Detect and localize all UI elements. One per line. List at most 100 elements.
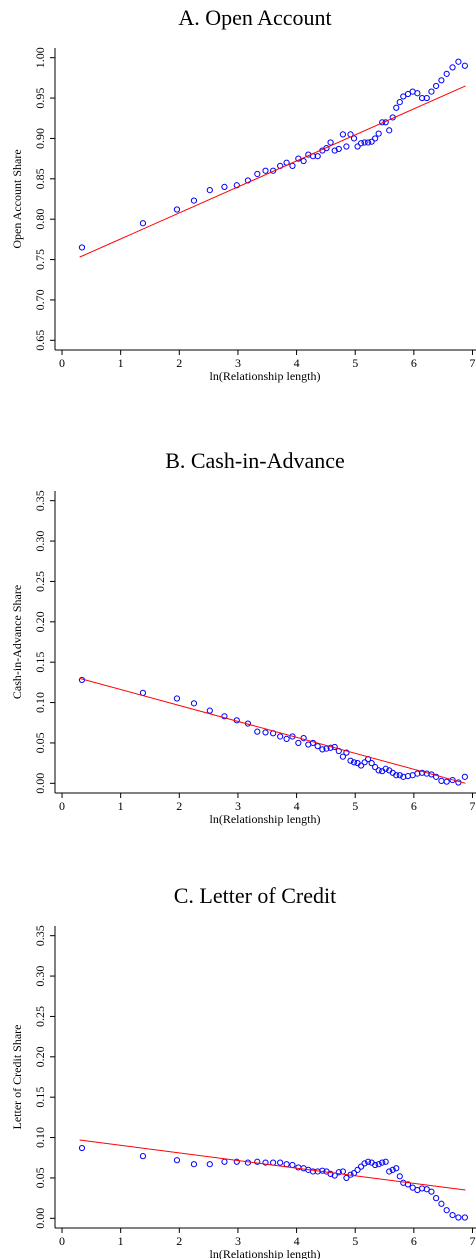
y-axis-label: Open Account Share [10, 149, 24, 248]
x-tick-label: 1 [118, 799, 124, 813]
data-point [190, 1161, 198, 1168]
data-point [354, 1166, 361, 1173]
data-point [335, 1169, 342, 1176]
data-point [461, 62, 468, 69]
y-tick-label: 0.35 [33, 925, 47, 946]
data-point [461, 1214, 468, 1221]
x-tick-label: 0 [59, 356, 65, 370]
data-point [233, 1158, 240, 1165]
data-point [396, 1173, 403, 1180]
chart-title: C. Letter of Credit [174, 883, 337, 908]
y-tick-label: 0.30 [33, 966, 47, 987]
data-point [396, 772, 403, 779]
data-point [389, 1166, 396, 1173]
data-point [254, 728, 261, 735]
x-axis-label: ln(Relationship length) [210, 369, 321, 383]
data-point [379, 119, 386, 126]
fit-line [79, 85, 466, 258]
y-tick-label: 0.20 [33, 1046, 47, 1067]
x-tick-label: 2 [176, 1234, 182, 1248]
data-point [78, 244, 86, 251]
chart-title: A. Open Account [178, 5, 331, 30]
data-point [357, 762, 365, 769]
chart-title: B. Cash-in-Advance [165, 448, 345, 473]
x-tick-label: 6 [411, 356, 417, 370]
data-point [393, 1165, 400, 1172]
data-point [244, 1159, 252, 1166]
data-point [372, 764, 379, 771]
x-tick-label: 7 [469, 356, 475, 370]
data-point [361, 759, 368, 766]
data-point [206, 707, 213, 714]
data-point [375, 1161, 382, 1168]
y-tick-label: 0.35 [33, 490, 47, 511]
x-tick-label: 6 [411, 1234, 417, 1248]
data-point [365, 139, 372, 146]
data-point [283, 735, 290, 742]
y-tick-label: 0.75 [33, 249, 47, 270]
data-point [262, 167, 269, 174]
panel: C. Letter of Credit 0.00 0.05 0.10 0.15 0.20 0… [10, 883, 476, 1259]
x-tick-label: 5 [352, 356, 358, 370]
data-point [396, 99, 403, 106]
data-point [277, 1159, 284, 1166]
x-axis-label: ln(Relationship length) [210, 812, 321, 826]
data-point [433, 1195, 440, 1202]
x-tick-label: 1 [118, 1234, 124, 1248]
data-point [190, 197, 198, 204]
y-tick-label: 0.30 [33, 531, 47, 552]
data-point [433, 773, 440, 780]
x-tick-label: 4 [294, 356, 300, 370]
data-point [423, 1186, 430, 1193]
data-point [443, 70, 450, 77]
y-tick-label: 0.25 [33, 1006, 47, 1027]
data-point [339, 753, 346, 760]
data-point [443, 1207, 450, 1214]
y-tick-label: 0.05 [33, 1167, 47, 1188]
y-axis-label: Cash-in-Advance Share [10, 585, 24, 699]
data-point [455, 1214, 462, 1221]
data-point [393, 104, 400, 111]
y-tick-label: 0.00 [33, 773, 47, 794]
data-point [331, 147, 338, 154]
data-point [173, 695, 181, 702]
data-point [428, 1188, 435, 1195]
data-point [368, 138, 375, 145]
data-point [449, 64, 456, 71]
x-tick-label: 6 [411, 799, 417, 813]
data-point [295, 1164, 302, 1171]
data-point [295, 739, 302, 747]
data-point [438, 77, 445, 84]
data-point [139, 220, 147, 227]
x-tick-label: 3 [235, 1234, 241, 1248]
data-point [409, 1184, 416, 1191]
data-point [372, 1161, 379, 1169]
panel: A. Open Account 0.65 0.70 0.75 0.80 0.85 0.90 0… [10, 5, 476, 383]
y-tick-label: 0.15 [33, 1087, 47, 1108]
data-point [365, 1158, 372, 1165]
y-tick-label: 0.95 [33, 88, 47, 109]
data-point [323, 145, 330, 152]
x-tick-label: 0 [59, 1234, 65, 1248]
x-tick-label: 4 [294, 1234, 300, 1248]
data-point [309, 1168, 317, 1175]
data-point [78, 1144, 86, 1152]
y-axis-label: Letter of Credit Share [10, 1025, 24, 1130]
data-point [438, 777, 445, 784]
y-tick-label: 0.85 [33, 168, 47, 189]
data-point [357, 1163, 365, 1170]
data-point [357, 140, 365, 147]
y-tick-label: 0.70 [33, 289, 47, 310]
y-tick-label: 0.20 [33, 611, 47, 632]
data-point [327, 1170, 334, 1177]
fit-line [79, 677, 466, 784]
data-point [289, 162, 296, 169]
data-point [206, 1161, 213, 1168]
x-tick-label: 7 [469, 799, 475, 813]
data-point [254, 1158, 261, 1165]
y-tick-label: 1.00 [33, 47, 47, 68]
data-point [400, 93, 407, 100]
data-point [335, 145, 342, 153]
